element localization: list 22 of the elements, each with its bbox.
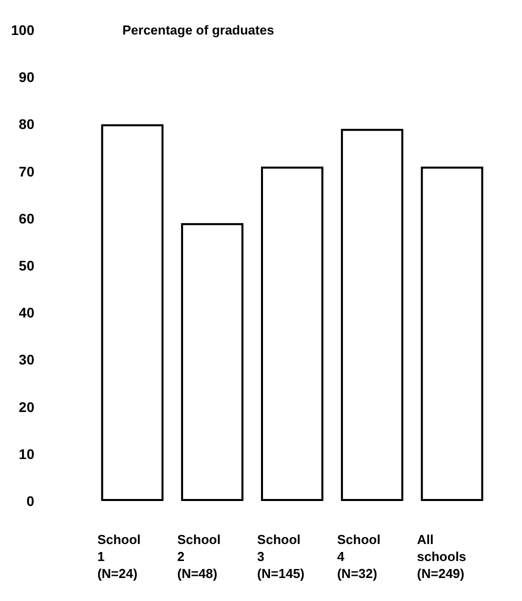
y-tick-label: 60 [18, 210, 35, 226]
y-tick-label: 80 [18, 116, 35, 132]
bar [340, 128, 404, 501]
y-tick-label: 50 [18, 258, 35, 274]
x-tick-label: School 1 (N=24) [97, 532, 141, 581]
y-tick-label: 10 [18, 446, 35, 462]
y-tick-label: 40 [18, 304, 35, 321]
y-tick-label: 0 [26, 493, 35, 509]
bar [101, 124, 164, 501]
bar [181, 223, 244, 501]
x-tick-label: School 2 (N=48) [177, 532, 221, 581]
x-tick-label: School 3 (N=145) [257, 532, 305, 581]
bar [261, 166, 324, 501]
y-tick-label: 20 [18, 398, 35, 415]
y-axis-title: Percentage of graduates [122, 22, 274, 38]
x-tick-label: School 4 (N=32) [337, 532, 380, 581]
x-tick-label: All schools (N=249) [417, 532, 466, 581]
y-tick-label: 30 [18, 352, 35, 368]
y-tick-label: 70 [18, 163, 35, 180]
bar [420, 166, 484, 501]
y-tick-label: 90 [18, 69, 35, 86]
y-tick-label: 100 [11, 22, 35, 38]
